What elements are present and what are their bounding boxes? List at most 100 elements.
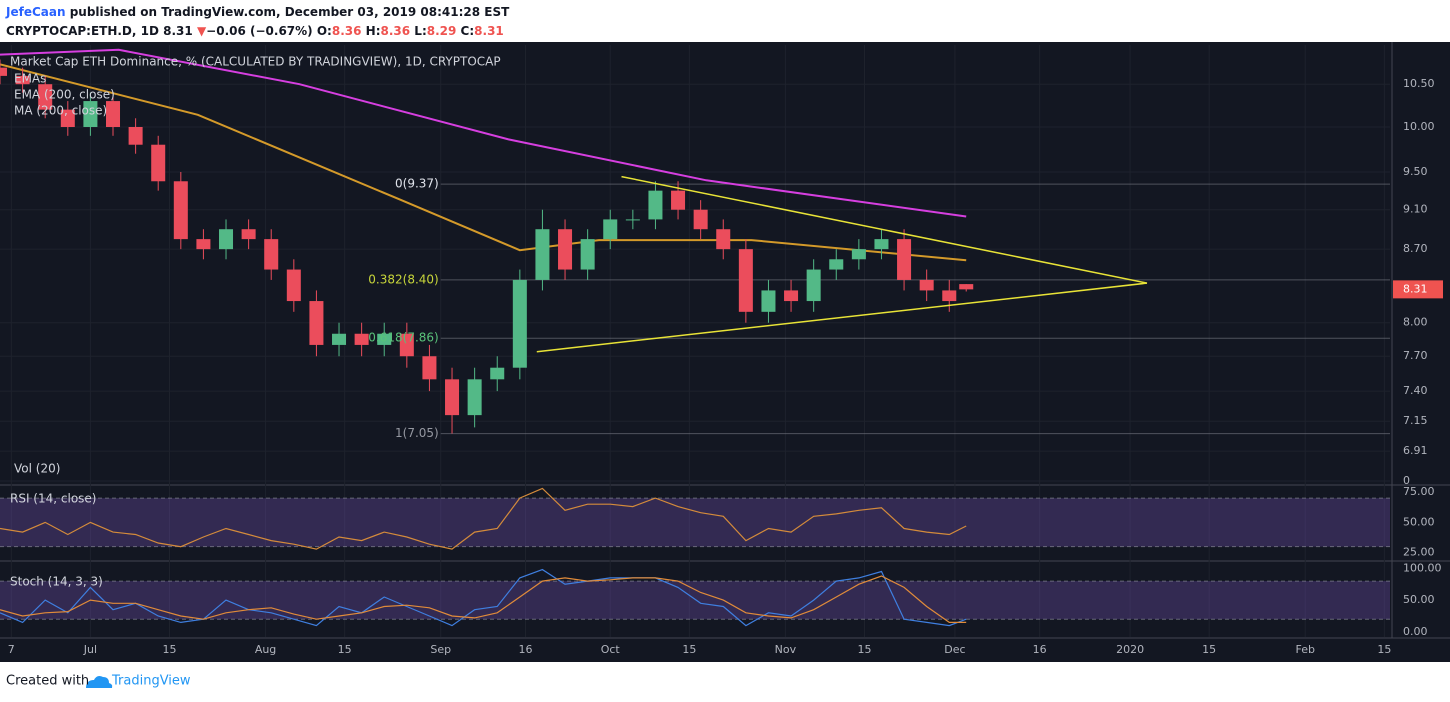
- x-tick-label: Feb: [1296, 643, 1315, 656]
- candle-body: [874, 239, 889, 250]
- footer-text: Created with: [6, 674, 89, 689]
- ohlc-value: 8.31: [474, 24, 504, 38]
- candle-body: [354, 333, 369, 345]
- x-tick-label: 7: [8, 643, 15, 656]
- indicator-line: [0, 487, 967, 550]
- indicator-band: [0, 498, 1390, 547]
- candle-body: [332, 333, 347, 345]
- ohlc-label: O:: [317, 24, 332, 38]
- x-tick-label: 16: [518, 643, 532, 656]
- ohlc-label: H:: [366, 24, 381, 38]
- fib-label: 0.382(8.40): [368, 272, 438, 286]
- x-tick-label: Aug: [255, 643, 276, 656]
- y-tick-label: 7.40: [1403, 384, 1428, 397]
- candle-body: [0, 67, 8, 76]
- indicator-band: [0, 581, 1390, 620]
- footer-bg: [0, 662, 1450, 698]
- candle-body: [445, 379, 460, 416]
- ohlc-value: 8.36: [332, 24, 362, 38]
- symbol-line: CRYPTOCAP:ETH.D, 1D 8.31 ▼−0.06 (−0.67%)…: [6, 24, 504, 38]
- candle-body: [738, 249, 753, 312]
- y-tick-label: 100.00: [1403, 561, 1442, 574]
- x-tick-label: 16: [1033, 643, 1047, 656]
- y-tick-label: 9.10: [1403, 203, 1428, 216]
- candle-body: [671, 190, 686, 210]
- x-tick-label: 15: [338, 643, 352, 656]
- y-tick-label: 7.70: [1403, 349, 1428, 362]
- candle-body: [60, 109, 75, 127]
- legend-item: EMA (200, close): [14, 88, 115, 102]
- candle-body: [196, 239, 211, 250]
- y-tick-label: 75.00: [1403, 485, 1435, 498]
- candle-body: [490, 367, 505, 380]
- x-tick-label: Nov: [775, 643, 797, 656]
- y-tick-label: 8.70: [1403, 242, 1428, 255]
- volume-tick-label: 0: [1403, 474, 1410, 487]
- candle-body: [942, 290, 957, 302]
- candle-body: [580, 239, 595, 270]
- candle-body: [467, 379, 482, 416]
- candle-body: [959, 284, 974, 290]
- candle-body: [558, 229, 573, 270]
- y-tick-label: 8.00: [1403, 316, 1428, 329]
- candle-body: [38, 84, 53, 110]
- x-tick-label: 15: [1202, 643, 1216, 656]
- ohlc-label: L:: [414, 24, 426, 38]
- published: published on TradingView.com, December 0…: [66, 5, 511, 19]
- y-tick-label: 9.50: [1403, 165, 1428, 178]
- candle-body: [693, 209, 708, 230]
- indicator-line: [0, 575, 967, 623]
- candle-body: [422, 356, 437, 380]
- chart-bg: [0, 42, 1450, 662]
- candle-body: [83, 101, 98, 127]
- last-price-tag: [1393, 280, 1443, 299]
- indicator-line: [0, 568, 967, 627]
- candle-body: [377, 333, 392, 345]
- y-tick-label: 50.00: [1403, 515, 1435, 528]
- pane-title: RSI (14, close): [10, 492, 96, 506]
- x-tick-label: Sep: [430, 643, 451, 656]
- y-tick-label: 25.00: [1403, 546, 1435, 559]
- trendline: [536, 282, 1148, 353]
- candle-body: [761, 290, 776, 312]
- candle-body: [851, 249, 866, 260]
- candle-body: [806, 269, 821, 302]
- candle-body: [128, 126, 143, 145]
- x-tick-label: Oct: [601, 643, 621, 656]
- candle-body: [286, 269, 301, 302]
- x-tick-label: Jul: [83, 643, 97, 656]
- legend-item: MA (200, close): [14, 104, 107, 118]
- fib-label: 0(9.37): [395, 177, 439, 191]
- footer-brand[interactable]: TradingView: [111, 674, 191, 689]
- ohlc-value: 8.36: [381, 24, 411, 38]
- y-tick-label: 10.00: [1403, 120, 1435, 133]
- last-price-label: 8.31: [1403, 282, 1428, 295]
- candle-body: [535, 229, 550, 280]
- symbol: CRYPTOCAP:ETH.D, 1D: [6, 24, 159, 38]
- x-tick-label: 15: [1377, 643, 1391, 656]
- trendline: [621, 175, 1148, 284]
- pane-title: Stoch (14, 3, 3): [10, 575, 103, 589]
- candle-body: [897, 239, 912, 280]
- header-line: JefeCaan published on TradingView.com, D…: [5, 5, 510, 19]
- header-bg: [0, 0, 1450, 42]
- candle-body: [625, 219, 640, 221]
- candle-body: [648, 190, 663, 220]
- chart-title: Market Cap ETH Dominance, % (CALCULATED …: [10, 55, 501, 69]
- fib-label: 1(7.05): [395, 426, 439, 440]
- x-tick-label: Dec: [944, 643, 965, 656]
- candle-body: [15, 75, 30, 85]
- brand-logo: [86, 676, 113, 688]
- x-tick-label: 15: [682, 643, 696, 656]
- candle-body: [219, 229, 234, 250]
- ohlc-label: C:: [461, 24, 475, 38]
- arrow: ▼: [197, 24, 207, 38]
- x-tick-label: 2020: [1116, 643, 1144, 656]
- moving-average: [0, 48, 967, 218]
- candle-body: [603, 219, 618, 240]
- author[interactable]: JefeCaan: [5, 5, 66, 19]
- ohlc-value: 8.29: [427, 24, 457, 38]
- y-tick-label: 6.91: [1403, 444, 1428, 457]
- candle-body: [264, 239, 279, 270]
- candle-body: [716, 229, 731, 250]
